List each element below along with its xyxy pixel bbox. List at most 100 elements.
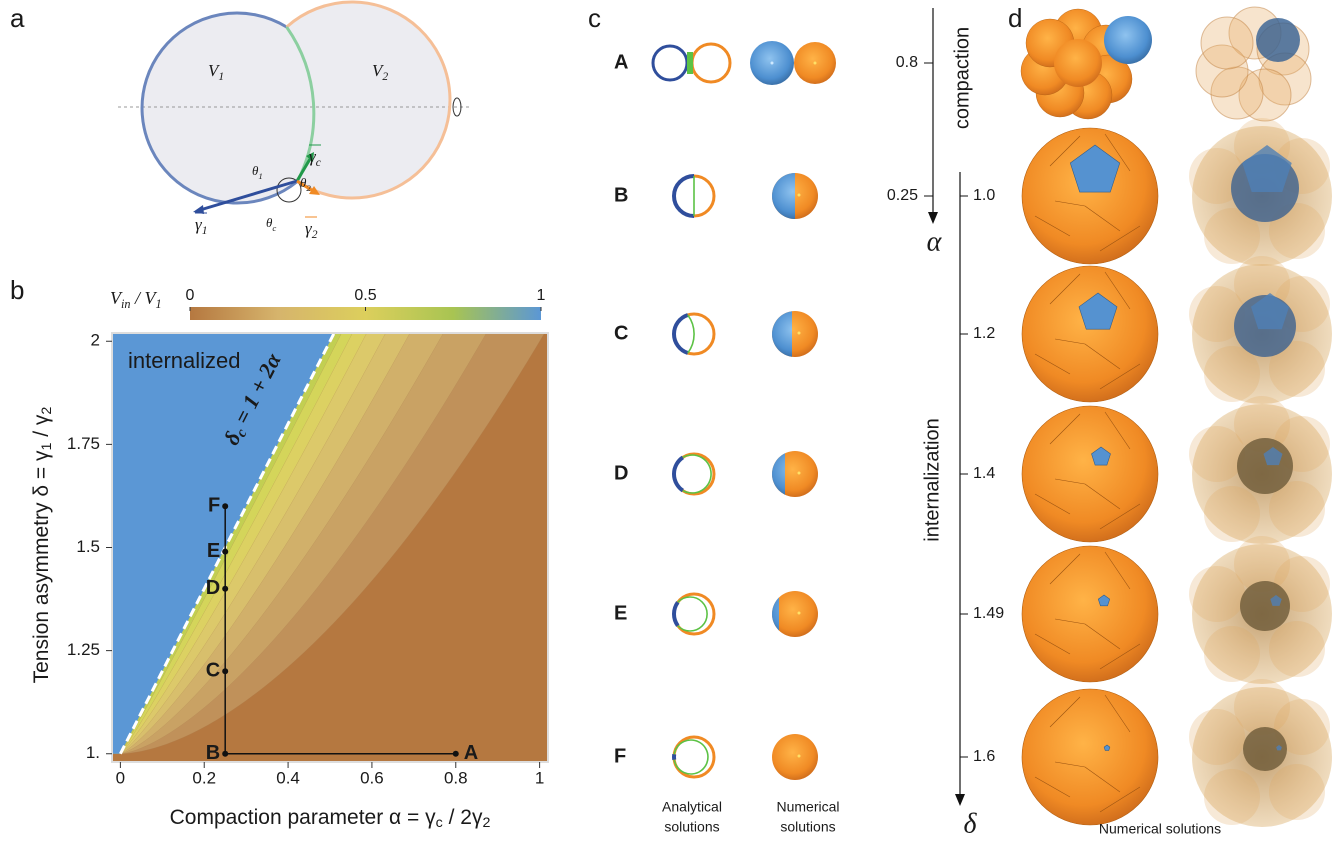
colorbar-label: Vin / V1 <box>110 288 162 311</box>
tension-label: γ2 <box>305 219 318 241</box>
alpha-tick-label: 0.8 <box>896 54 918 71</box>
colorbar-tick-label: 0 <box>186 287 195 304</box>
y-tick-label: 2 <box>91 331 100 350</box>
inner-cell <box>1104 16 1152 64</box>
point <box>222 668 228 674</box>
x-tick-label: 1 <box>535 768 544 787</box>
cell-1 <box>674 457 683 490</box>
tension-label: γ1 <box>195 215 207 237</box>
transparent-cell <box>1204 769 1260 825</box>
row-label: D <box>614 462 628 484</box>
angle-label: θc <box>266 215 276 233</box>
y-tick-label: 1.75 <box>67 434 100 453</box>
x-tick-label: 0.8 <box>444 768 468 787</box>
inner-cell-transparent <box>1237 438 1293 494</box>
figure: aV1V2θ1θ2θcγ1γ2γcbinternalizedδc = 1 + 2… <box>0 0 1334 845</box>
row-label: F <box>614 745 626 767</box>
point-label: D <box>206 577 220 599</box>
panel-label: d <box>1008 3 1022 33</box>
alpha-symbol: α <box>927 226 943 257</box>
cell-1 <box>674 176 694 216</box>
point <box>222 549 228 555</box>
interface <box>688 315 694 353</box>
transparent-cell <box>1269 764 1325 820</box>
highlight <box>798 472 801 475</box>
interface <box>678 597 707 631</box>
arrow-head <box>928 212 938 224</box>
point-label: F <box>208 495 220 517</box>
x-axis-title-part: Compaction parameter α = γ <box>170 806 437 829</box>
delta-tick-label: 1.2 <box>973 325 995 342</box>
transparent-cell <box>1234 679 1290 735</box>
highlight <box>798 612 801 615</box>
x-tick-label: 0.4 <box>276 768 300 787</box>
highlight <box>798 755 801 758</box>
y-axis-title-part: 1 <box>39 443 55 451</box>
point <box>453 751 459 757</box>
x-axis-title-part: c <box>436 815 443 831</box>
x-axis-title-part: 2 <box>482 815 490 831</box>
cluster <box>1022 546 1158 682</box>
inner-cell-transparent <box>1240 581 1290 631</box>
alpha-tick-label: 0.25 <box>887 187 918 204</box>
volume-label-part: 2 <box>382 70 388 83</box>
tension-label-part: 1 <box>202 224 208 237</box>
x-tick-label: 0.2 <box>192 768 216 787</box>
delta-tick-label: 1.6 <box>973 748 995 765</box>
colorbar-tick-label: 0.5 <box>354 287 376 304</box>
delta-tick-label: 1.49 <box>973 605 1004 622</box>
caption: solutions <box>664 819 719 835</box>
point <box>222 751 228 757</box>
x-axis-title: Compaction parameter α = γc / 2γ2 <box>170 806 491 831</box>
point-label: E <box>207 540 220 562</box>
colorbar-tick-label: 1 <box>537 287 546 304</box>
highlight <box>798 194 801 197</box>
row-label: A <box>614 51 628 73</box>
delta-title: internalization <box>921 418 943 541</box>
x-tick-label: 0.6 <box>360 768 384 787</box>
x-tick-label: 0 <box>116 768 125 787</box>
y-axis-title-part: / γ <box>30 414 53 443</box>
cluster <box>1022 266 1158 402</box>
point-label: B <box>206 742 220 764</box>
panel-label: c <box>588 3 601 33</box>
y-axis-title: Tension asymmetry δ = γ1 / γ2 <box>30 407 55 684</box>
delta-tick-label: 1.4 <box>973 465 995 482</box>
angle-label-part: c <box>272 223 276 233</box>
cell-1 <box>674 602 678 626</box>
region-label: internalized <box>128 348 241 373</box>
cluster <box>1022 406 1158 542</box>
inner-cell-transparent <box>1256 18 1300 62</box>
caption: solutions <box>780 819 835 835</box>
delta-symbol: δ <box>963 808 977 839</box>
row-label: E <box>614 602 627 624</box>
cell-sphere-transparent <box>1201 17 1253 69</box>
caption: Analytical <box>662 799 722 815</box>
y-axis-title-part: 2 <box>39 407 55 415</box>
cell-2 <box>692 44 730 82</box>
y-axis-title-part: Tension asymmetry δ = γ <box>30 450 53 683</box>
highlight <box>771 62 774 65</box>
cell-1 <box>674 315 688 353</box>
cluster <box>1022 689 1158 825</box>
interface <box>674 740 708 774</box>
y-tick-label: 1. <box>86 743 100 762</box>
colorbar-label-part: / V <box>131 288 158 308</box>
panel-label: a <box>10 3 25 33</box>
alpha-title: compaction <box>951 27 973 129</box>
highlight <box>798 332 801 335</box>
point-label: A <box>464 742 478 764</box>
y-tick-label: 1.25 <box>67 640 100 659</box>
y-tick-label: 1.5 <box>76 537 100 556</box>
tension-label-part: 2 <box>312 228 318 241</box>
angle-label-part: 1 <box>258 171 262 181</box>
tension-label-part: c <box>316 156 321 169</box>
transparent-cell <box>1204 626 1260 682</box>
row-label: C <box>614 322 628 344</box>
delta-tick-label: 1.0 <box>973 187 995 204</box>
arrow-head <box>955 794 965 806</box>
panel-a-drawing <box>118 2 470 214</box>
cell-1 <box>653 46 687 80</box>
transparent-cell <box>1204 486 1260 542</box>
cell-sphere <box>1054 39 1102 87</box>
